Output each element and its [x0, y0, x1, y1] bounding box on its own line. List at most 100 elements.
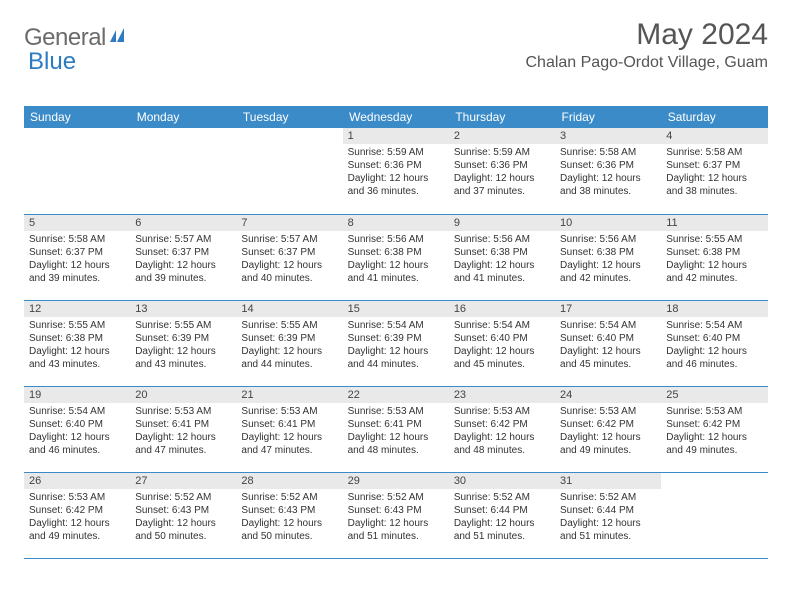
calendar-day-cell: 3Sunrise: 5:58 AMSunset: 6:36 PMDaylight… [555, 128, 661, 214]
calendar-day-cell: 20Sunrise: 5:53 AMSunset: 6:41 PMDayligh… [130, 386, 236, 472]
day-details: Sunrise: 5:57 AMSunset: 6:37 PMDaylight:… [130, 231, 236, 289]
daylight-text: Daylight: 12 hours [454, 517, 550, 530]
daylight-text: and 38 minutes. [560, 185, 656, 198]
day-details: Sunrise: 5:57 AMSunset: 6:37 PMDaylight:… [236, 231, 342, 289]
sunrise-text: Sunrise: 5:54 AM [560, 319, 656, 332]
daylight-text: and 51 minutes. [560, 530, 656, 543]
sunrise-text: Sunrise: 5:52 AM [135, 491, 231, 504]
daylight-text: and 41 minutes. [348, 272, 444, 285]
calendar-day-cell: 2Sunrise: 5:59 AMSunset: 6:36 PMDaylight… [449, 128, 555, 214]
brand-text-2: Blue [28, 48, 76, 76]
sunrise-text: Sunrise: 5:55 AM [666, 233, 762, 246]
daylight-text: Daylight: 12 hours [135, 345, 231, 358]
month-title: May 2024 [525, 18, 768, 52]
sunset-text: Sunset: 6:43 PM [135, 504, 231, 517]
sunset-text: Sunset: 6:42 PM [29, 504, 125, 517]
day-details: Sunrise: 5:53 AMSunset: 6:42 PMDaylight:… [449, 403, 555, 461]
day-number: 16 [449, 301, 555, 317]
sunset-text: Sunset: 6:41 PM [241, 418, 337, 431]
daylight-text: and 51 minutes. [454, 530, 550, 543]
day-number: 23 [449, 387, 555, 403]
daylight-text: and 44 minutes. [241, 358, 337, 371]
day-details: Sunrise: 5:53 AMSunset: 6:41 PMDaylight:… [236, 403, 342, 461]
day-number: 15 [343, 301, 449, 317]
daylight-text: and 44 minutes. [348, 358, 444, 371]
sunset-text: Sunset: 6:36 PM [348, 159, 444, 172]
calendar-day-cell: 26Sunrise: 5:53 AMSunset: 6:42 PMDayligh… [24, 472, 130, 558]
sunset-text: Sunset: 6:44 PM [560, 504, 656, 517]
day-number: 26 [24, 473, 130, 489]
day-details: Sunrise: 5:58 AMSunset: 6:36 PMDaylight:… [555, 144, 661, 202]
calendar-grid: Sunday Monday Tuesday Wednesday Thursday… [24, 106, 768, 559]
sunset-text: Sunset: 6:38 PM [560, 246, 656, 259]
daylight-text: and 50 minutes. [135, 530, 231, 543]
sunrise-text: Sunrise: 5:53 AM [135, 405, 231, 418]
daylight-text: Daylight: 12 hours [560, 431, 656, 444]
day-details: Sunrise: 5:52 AMSunset: 6:43 PMDaylight:… [236, 489, 342, 547]
weekday-header: Friday [555, 106, 661, 128]
sunset-text: Sunset: 6:38 PM [29, 332, 125, 345]
day-details: Sunrise: 5:52 AMSunset: 6:44 PMDaylight:… [555, 489, 661, 547]
day-number: 31 [555, 473, 661, 489]
sunset-text: Sunset: 6:37 PM [135, 246, 231, 259]
calendar-day-cell: 10Sunrise: 5:56 AMSunset: 6:38 PMDayligh… [555, 214, 661, 300]
daylight-text: Daylight: 12 hours [29, 259, 125, 272]
flag-icon [110, 28, 132, 49]
daylight-text: and 39 minutes. [29, 272, 125, 285]
sunrise-text: Sunrise: 5:57 AM [135, 233, 231, 246]
sunrise-text: Sunrise: 5:53 AM [241, 405, 337, 418]
daylight-text: Daylight: 12 hours [29, 345, 125, 358]
day-number: 28 [236, 473, 342, 489]
sunset-text: Sunset: 6:39 PM [241, 332, 337, 345]
daylight-text: Daylight: 12 hours [348, 345, 444, 358]
calendar-day-cell: 14Sunrise: 5:55 AMSunset: 6:39 PMDayligh… [236, 300, 342, 386]
calendar-day-cell: 31Sunrise: 5:52 AMSunset: 6:44 PMDayligh… [555, 472, 661, 558]
sunrise-text: Sunrise: 5:53 AM [348, 405, 444, 418]
calendar-day-cell: 17Sunrise: 5:54 AMSunset: 6:40 PMDayligh… [555, 300, 661, 386]
calendar-day-cell [24, 128, 130, 214]
daylight-text: Daylight: 12 hours [241, 345, 337, 358]
sunset-text: Sunset: 6:38 PM [454, 246, 550, 259]
weekday-header: Sunday [24, 106, 130, 128]
sunset-text: Sunset: 6:40 PM [560, 332, 656, 345]
day-number: 1 [343, 128, 449, 144]
day-number: 29 [343, 473, 449, 489]
day-details: Sunrise: 5:55 AMSunset: 6:39 PMDaylight:… [236, 317, 342, 375]
sunrise-text: Sunrise: 5:55 AM [135, 319, 231, 332]
daylight-text: Daylight: 12 hours [241, 431, 337, 444]
sunrise-text: Sunrise: 5:58 AM [29, 233, 125, 246]
day-details: Sunrise: 5:52 AMSunset: 6:44 PMDaylight:… [449, 489, 555, 547]
day-number: 22 [343, 387, 449, 403]
daylight-text: Daylight: 12 hours [666, 431, 762, 444]
calendar-day-cell: 6Sunrise: 5:57 AMSunset: 6:37 PMDaylight… [130, 214, 236, 300]
day-details: Sunrise: 5:56 AMSunset: 6:38 PMDaylight:… [555, 231, 661, 289]
sunrise-text: Sunrise: 5:52 AM [560, 491, 656, 504]
sunset-text: Sunset: 6:41 PM [135, 418, 231, 431]
day-number: 25 [661, 387, 767, 403]
daylight-text: Daylight: 12 hours [348, 431, 444, 444]
sunset-text: Sunset: 6:36 PM [454, 159, 550, 172]
day-number: 13 [130, 301, 236, 317]
sunset-text: Sunset: 6:37 PM [241, 246, 337, 259]
calendar-day-cell: 18Sunrise: 5:54 AMSunset: 6:40 PMDayligh… [661, 300, 767, 386]
daylight-text: and 37 minutes. [454, 185, 550, 198]
day-details: Sunrise: 5:53 AMSunset: 6:41 PMDaylight:… [130, 403, 236, 461]
sunrise-text: Sunrise: 5:58 AM [560, 146, 656, 159]
daylight-text: Daylight: 12 hours [454, 172, 550, 185]
sunrise-text: Sunrise: 5:55 AM [29, 319, 125, 332]
day-details: Sunrise: 5:55 AMSunset: 6:38 PMDaylight:… [24, 317, 130, 375]
page-header: General May 2024 Chalan Pago-Ordot Villa… [24, 18, 768, 78]
calendar-day-cell: 1Sunrise: 5:59 AMSunset: 6:36 PMDaylight… [343, 128, 449, 214]
sunrise-text: Sunrise: 5:53 AM [560, 405, 656, 418]
sunrise-text: Sunrise: 5:54 AM [666, 319, 762, 332]
calendar-day-cell: 22Sunrise: 5:53 AMSunset: 6:41 PMDayligh… [343, 386, 449, 472]
weekday-header: Saturday [661, 106, 767, 128]
day-number: 21 [236, 387, 342, 403]
sunrise-text: Sunrise: 5:56 AM [560, 233, 656, 246]
location-text: Chalan Pago-Ordot Village, Guam [525, 54, 768, 72]
calendar-day-cell: 28Sunrise: 5:52 AMSunset: 6:43 PMDayligh… [236, 472, 342, 558]
day-details: Sunrise: 5:55 AMSunset: 6:38 PMDaylight:… [661, 231, 767, 289]
calendar-day-cell [130, 128, 236, 214]
calendar-day-cell: 15Sunrise: 5:54 AMSunset: 6:39 PMDayligh… [343, 300, 449, 386]
calendar-day-cell: 24Sunrise: 5:53 AMSunset: 6:42 PMDayligh… [555, 386, 661, 472]
